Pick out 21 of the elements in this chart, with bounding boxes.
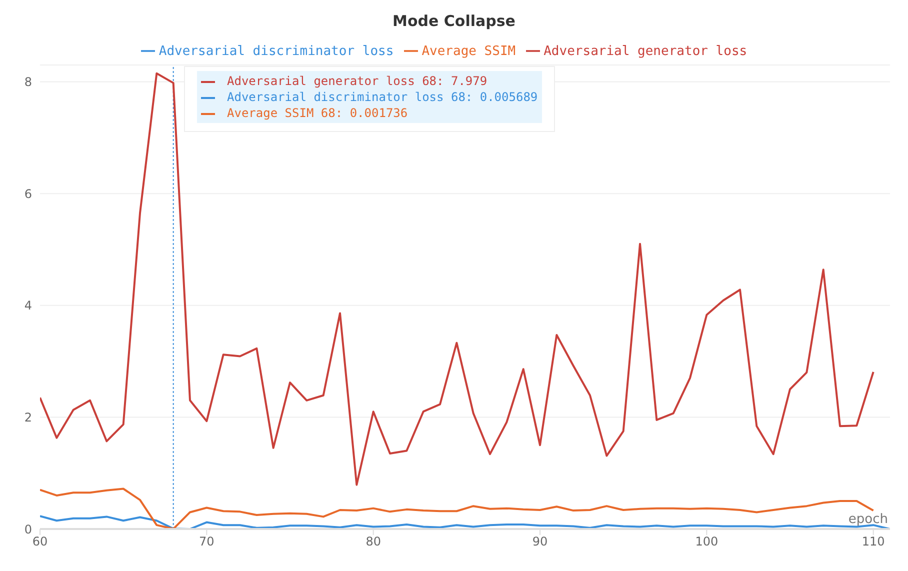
y-tick-label: 4: [24, 298, 32, 313]
x-tick-label: 110: [862, 534, 885, 549]
y-tick-label: 8: [24, 75, 32, 90]
x-tick-label: 90: [532, 534, 548, 549]
legend-label: Adversarial generator loss: [544, 44, 748, 59]
annotation: Average SSIM 68: 0.001736: [226, 105, 409, 121]
legend-label: Average SSIM: [422, 44, 516, 59]
y-tick-label: 6: [24, 186, 32, 201]
x-axis-title: epoch: [848, 512, 888, 527]
annotation: Adversarial generator loss 68: 7.979: [226, 73, 488, 89]
x-tick-label: 80: [366, 534, 381, 549]
chart-title: Mode Collapse: [392, 11, 516, 32]
x-tick-label: 60: [32, 534, 48, 549]
y-tick-label: 2: [24, 410, 32, 424]
x-tick-label: 70: [199, 534, 214, 549]
annotation: Adversarial discriminator loss 68: 0.005689: [226, 89, 538, 105]
line-series: [40, 72, 874, 486]
y-tick-label: 0: [24, 522, 32, 536]
legend-label: Adversarial discriminator loss: [158, 44, 394, 59]
tooltip-panel: Adversarial generator loss 68: 7.979 Adversarial discriminator loss 68: 0.005689 Average SSIM 68: 0.001736: [184, 66, 555, 132]
x-tick-label: 100: [695, 534, 718, 549]
